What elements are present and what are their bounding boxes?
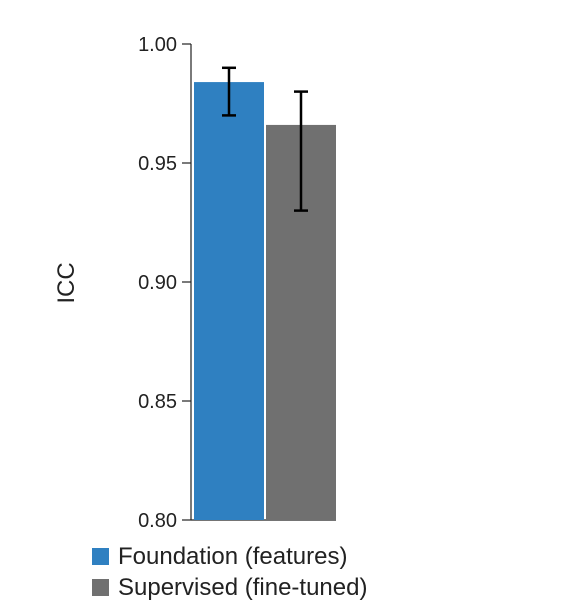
icc-bar-chart: 0.80 0.85 0.90 0.95 1.00 ICC bbox=[53, 34, 336, 532]
y-tick-label: 0.80 bbox=[138, 510, 177, 532]
bar-0 bbox=[194, 82, 264, 520]
legend: Foundation (features) Supervised (fine-t… bbox=[92, 541, 367, 603]
y-tick-label: 0.85 bbox=[138, 391, 177, 413]
y-axis-label: ICC bbox=[53, 262, 80, 303]
legend-label-foundation: Foundation (features) bbox=[118, 542, 348, 570]
legend-item-supervised: Supervised (fine-tuned) bbox=[92, 572, 367, 603]
legend-swatch-foundation bbox=[92, 548, 109, 565]
y-tick-label: 0.95 bbox=[138, 153, 177, 175]
legend-item-foundation: Foundation (features) bbox=[92, 541, 367, 572]
legend-swatch-supervised bbox=[92, 579, 109, 596]
y-axis: 0.80 0.85 0.90 0.95 1.00 bbox=[138, 34, 336, 532]
error-bars bbox=[222, 66, 308, 212]
y-tick-label: 0.90 bbox=[138, 272, 177, 294]
y-tick-label: 1.00 bbox=[138, 34, 177, 56]
legend-label-supervised: Supervised (fine-tuned) bbox=[118, 573, 368, 601]
bars bbox=[194, 82, 336, 521]
